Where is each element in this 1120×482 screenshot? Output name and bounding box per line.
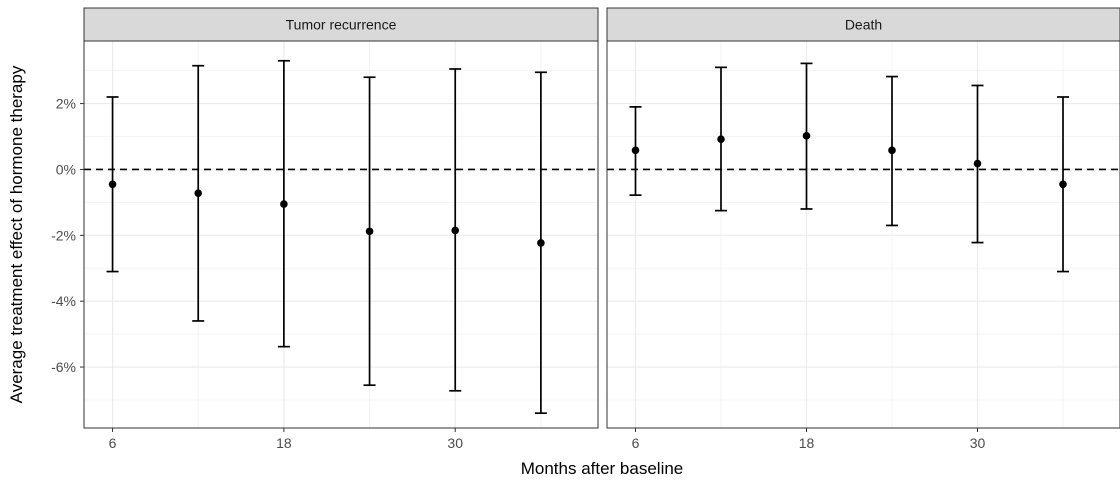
panel-background: [84, 41, 598, 428]
x-tick-label: 6: [632, 435, 640, 451]
y-tick-label: -4%: [51, 293, 76, 309]
facet-strip-title: Tumor recurrence: [286, 17, 397, 33]
estimate-point: [888, 146, 896, 155]
estimate-point: [451, 226, 460, 235]
facet-strip-title: Death: [845, 17, 882, 33]
panel-background: [607, 41, 1120, 428]
facet-panel: Death 6 18 30: [606, 7, 1120, 451]
x-axis-title: Months after baseline: [521, 459, 684, 478]
estimate-point: [537, 239, 545, 247]
estimate-point: [365, 227, 374, 236]
estimate-point: [802, 132, 811, 140]
estimate-point: [717, 135, 725, 143]
estimate-point: [108, 180, 117, 189]
y-tick-label: 0%: [56, 161, 76, 177]
y-axis-title: Average treatment effect of hormone ther…: [7, 65, 26, 403]
y-tick-label: -2%: [51, 227, 76, 243]
estimate-point: [1059, 180, 1067, 189]
x-tick-label: 18: [799, 435, 815, 451]
estimate-point: [973, 159, 982, 168]
x-tick-label: 6: [109, 435, 117, 451]
y-tick-label: 2%: [56, 96, 76, 112]
estimate-point: [280, 200, 288, 208]
estimate-point: [631, 146, 640, 155]
x-tick-label: 18: [276, 435, 292, 451]
y-tick-label: -6%: [51, 359, 76, 375]
estimate-point: [194, 189, 203, 197]
facet-panel: Tumor recurrence 6 18 30: [83, 7, 599, 451]
facet-strip: [83, 7, 599, 42]
x-tick-label: 30: [970, 435, 986, 451]
x-tick-label: 30: [447, 435, 463, 451]
facet-strip: [606, 7, 1120, 42]
